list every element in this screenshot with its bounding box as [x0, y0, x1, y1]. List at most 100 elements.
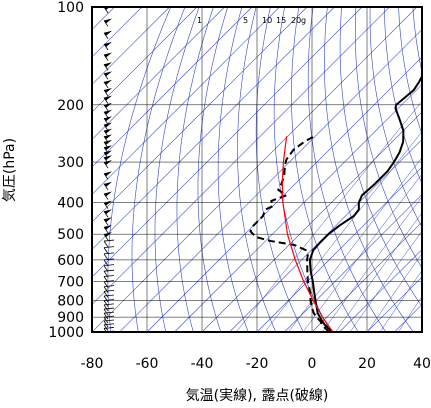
dry-adiabat-line: [176, 7, 214, 332]
isotherm-line: [92, 7, 280, 195]
isotherm-line: [92, 7, 390, 305]
wind-barb: [103, 303, 115, 312]
wind-barb: [103, 319, 115, 328]
wind-barb: [103, 217, 112, 226]
mixing-ratio-labels: 1 5 10 15 20 g: [197, 16, 306, 25]
isotherm-line: [92, 7, 418, 332]
wind-barb: [103, 79, 112, 89]
wind-barb: [103, 134, 112, 143]
dewpoint-line: [249, 135, 330, 332]
mixing-ratio-line: [321, 196, 422, 332]
wind-barb: [103, 315, 115, 324]
wind-barb: [103, 258, 115, 267]
dry-adiabat-line: [217, 7, 249, 332]
wind-barb: [103, 109, 112, 118]
wind-barb: [103, 87, 112, 97]
x-axis-label: 気温(実線), 露点(破線): [186, 388, 329, 404]
y-tick-label: 200: [57, 98, 84, 114]
wind-barb: [103, 128, 112, 137]
dry-adiabat-line: [354, 7, 422, 269]
isotherm-line: [311, 221, 422, 332]
wind-barb: [103, 116, 112, 125]
wind-barb: [103, 102, 112, 112]
y-tick-label: 300: [57, 155, 84, 171]
mixing-ratio-label: 20: [291, 16, 301, 25]
wind-barb: [103, 285, 115, 293]
dry-adiabat-line: [291, 7, 359, 332]
isotherm-line: [92, 7, 253, 168]
x-tick-label: 20: [358, 356, 376, 372]
y-tick-label: 600: [57, 253, 84, 269]
wind-barb: [103, 307, 115, 316]
wind-barb: [103, 252, 115, 261]
mixing-ratio-line: [335, 212, 422, 332]
x-tick-label: 40: [413, 356, 431, 372]
wind-barb: [103, 18, 112, 27]
y-tick-label: 900: [57, 310, 84, 326]
wind-barb: [103, 30, 112, 39]
dry-adiabat-line: [369, 7, 422, 228]
mixing-ratio-label: 15: [276, 16, 286, 25]
wind-barb: [103, 42, 112, 51]
y-tick-label: 100: [57, 0, 84, 16]
wind-barb: [103, 246, 115, 254]
y-axis-label: 気圧(hPa): [2, 138, 18, 202]
mixing-ratio-line: [302, 173, 422, 332]
wind-barb: [103, 269, 115, 278]
wind-barb: [103, 122, 112, 131]
wind-barb: [103, 232, 112, 241]
isotherm-line: [92, 7, 198, 113]
wind-barb: [103, 289, 115, 298]
isotherm-line: [92, 7, 225, 140]
mixing-ratio-label: 10: [262, 16, 272, 25]
mixing-ratio-line: [264, 131, 422, 332]
y-tick-label: 700: [57, 275, 84, 291]
dry-adiabat-line: [154, 7, 200, 332]
mixing-ratio-label: 5: [243, 16, 248, 25]
dry-adiabat-line: [197, 7, 229, 332]
x-tick-label: -60: [136, 356, 159, 372]
y-tick-label: 800: [57, 294, 84, 310]
wind-barb: [103, 200, 112, 209]
wind-barb: [103, 171, 112, 180]
series-layer: [249, 74, 422, 332]
wind-barb: [103, 311, 115, 320]
x-tick-label: 0: [308, 356, 317, 372]
wind-barb: [103, 264, 115, 272]
mixing-ratio-line: [288, 157, 422, 332]
wind-barb: [103, 239, 115, 248]
wind-barb: [103, 71, 112, 80]
wind-barb: [103, 181, 112, 191]
wind-barb: [103, 294, 115, 303]
isotherm-line: [92, 7, 170, 85]
dry-adiabat-line: [339, 7, 422, 307]
wind-barb: [103, 95, 112, 104]
y-tick-label: 1000: [48, 325, 84, 341]
dry-adiabat-line: [384, 7, 422, 185]
plot-frame: [91, 6, 423, 333]
mixing-ratio-line: [379, 270, 422, 332]
parcel-line: [281, 136, 334, 332]
wind-barb: [103, 275, 115, 283]
thermo-background-lines: [92, 7, 422, 332]
isotherm-line: [92, 7, 308, 223]
x-tick-label: -20: [246, 356, 269, 372]
isotherm-line: [339, 249, 422, 332]
mixing-ratio-line: [349, 230, 422, 332]
isotherm-line: [92, 7, 363, 278]
dry-adiabat-line: [324, 7, 414, 332]
x-tick-label: -80: [81, 356, 104, 372]
isotherm-line: [201, 111, 422, 332]
wind-barb: [103, 323, 115, 331]
wind-barb: [103, 209, 112, 218]
isotherm-line: [284, 194, 422, 332]
y-tick-label: 500: [57, 227, 84, 243]
wind-barb: [103, 139, 112, 149]
wind-barb: [103, 52, 112, 61]
y-tick-label: 400: [57, 196, 84, 212]
wind-barb: [103, 299, 115, 307]
wind-barbs: [103, 7, 115, 332]
dry-adiabat-line: [237, 7, 277, 332]
